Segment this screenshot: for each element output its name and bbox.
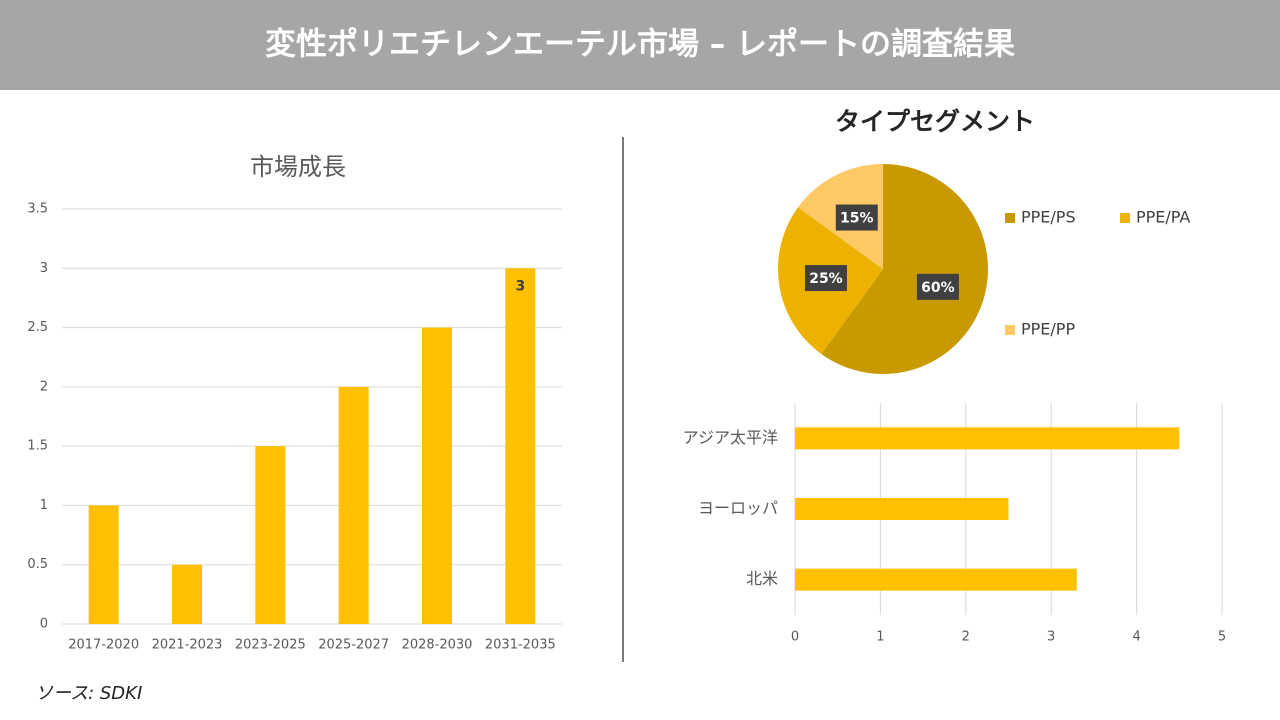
bar [338,386,369,624]
x-tick-label: 2017-2020 [68,638,139,653]
legend-label: PPE/PS [1021,208,1076,227]
x-tick-label: 2023-2025 [235,638,306,653]
bar [795,498,1009,520]
chart-title: タイプセグメント [835,107,1035,136]
legend-label: PPE/PA [1136,208,1190,227]
legend-label: PPE/PP [1021,320,1075,339]
header-title: 変性ポリエチレンエーテル市場 – レポートの調査結果 [265,27,1015,63]
y-tick-label: 1 [40,498,48,513]
y-tick-label: 3 [40,261,48,276]
legend-swatch [1005,213,1015,223]
x-tick-label: 3 [1047,630,1055,645]
x-tick-label: 5 [1218,630,1226,645]
y-tick-label: 3.5 [27,202,48,217]
y-tick-label: ヨーロッパ [698,499,778,518]
data-label-box [804,265,847,292]
x-tick-label: 2025-2027 [318,638,389,653]
y-tick-label: アジア太平洋 [683,428,778,447]
y-tick-label: 0.5 [27,557,48,572]
x-tick-label: 1 [876,630,884,645]
bar [505,268,536,624]
bar [795,568,1077,591]
x-tick-label: 2021-2023 [152,638,223,653]
header-band [0,0,1280,90]
bar [172,564,202,624]
source: ソース: SDKI [35,683,142,704]
data-label: 3 [515,278,525,294]
y-tick-label: 2.5 [27,320,48,335]
x-tick-label: 2028-2030 [402,638,473,653]
pie-slice [821,164,988,374]
x-tick-label: 0 [791,630,799,645]
data-label: 60% [921,280,955,296]
x-tick-label: 2031-2035 [485,638,556,653]
bar [255,446,286,624]
data-label-box [835,204,878,231]
bar [422,327,452,624]
bar [795,427,1180,450]
x-tick-label: 2 [962,630,970,645]
data-label-box [916,273,959,300]
y-tick-label: 2 [40,379,48,394]
bar [88,505,119,624]
y-tick-label: 1.5 [27,439,48,454]
y-tick-label: 0 [40,617,48,632]
legend-swatch [1120,213,1130,223]
legend-swatch [1005,325,1015,335]
data-label: 15% [840,211,874,227]
y-tick-label: 北米 [746,569,778,588]
chart-title: 市場成長 [250,153,346,181]
data-label: 25% [809,271,843,287]
x-tick-label: 4 [1132,630,1140,645]
